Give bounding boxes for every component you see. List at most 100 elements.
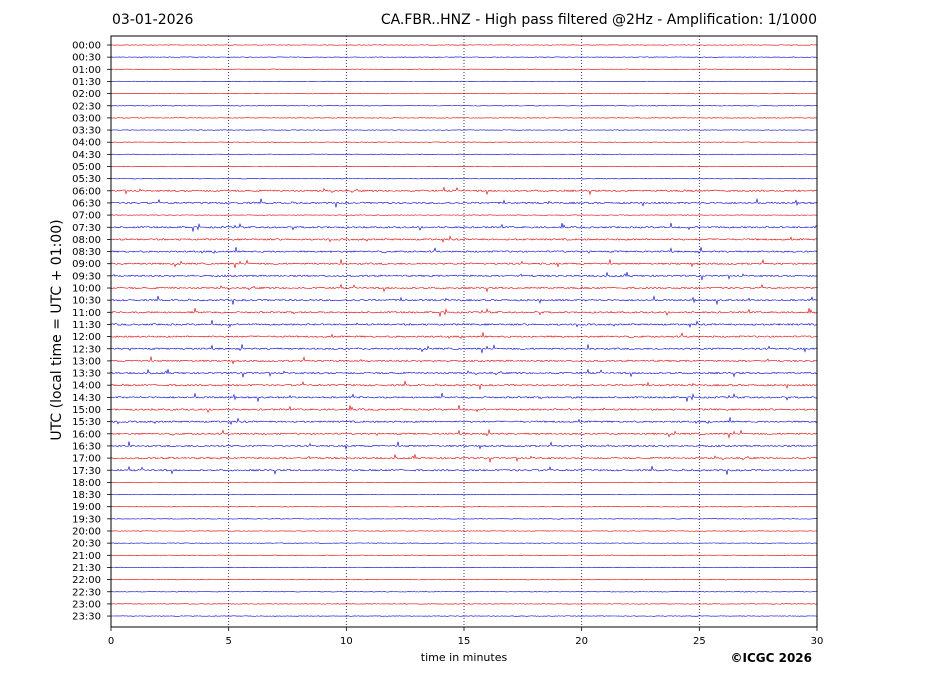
trace-line [110, 105, 818, 107]
y-tick-label: 11:30 [72, 320, 101, 331]
y-tick-label: 17:30 [72, 466, 101, 477]
trace-line [110, 392, 818, 403]
trace-line [110, 141, 818, 143]
trace-line [110, 429, 818, 439]
trace-line [110, 56, 818, 58]
y-tick-label: 15:00 [72, 405, 101, 416]
y-tick-label: 10:00 [72, 284, 101, 295]
trace-line [110, 603, 818, 605]
trace-line [110, 332, 818, 339]
y-tick-label: 12:30 [72, 344, 101, 355]
trace-line [110, 117, 818, 119]
y-tick-label: 03:00 [72, 113, 101, 124]
trace-line [110, 554, 818, 556]
trace-line [110, 283, 818, 293]
y-tick-label: 01:30 [72, 77, 101, 88]
trace-line [110, 295, 818, 306]
trace-line [110, 591, 818, 593]
y-tick-label: 14:00 [72, 381, 101, 392]
trace-line [110, 68, 818, 70]
y-tick-label: 21:30 [72, 563, 101, 574]
y-tick-label: 19:30 [72, 514, 101, 525]
y-tick-label: 06:30 [72, 198, 101, 209]
y-tick-label: 13:30 [72, 369, 101, 380]
y-tick-label: 10:30 [72, 296, 101, 307]
y-tick-label: 00:30 [72, 53, 101, 64]
y-tick-label: 02:00 [72, 89, 101, 100]
y-tick-label: 20:30 [72, 539, 101, 550]
trace-line [110, 530, 818, 532]
trace-line [110, 165, 818, 168]
y-tick-label: 20:00 [72, 527, 101, 538]
x-tick-label: 15 [458, 636, 471, 647]
y-tick-label: 04:00 [72, 138, 101, 149]
trace-line [110, 259, 818, 269]
trace-line [110, 465, 818, 475]
trace-line [110, 178, 818, 180]
y-tick-label: 16:30 [72, 441, 101, 452]
trace-line [110, 214, 818, 216]
y-tick-label: 08:00 [72, 235, 101, 246]
trace-line [110, 153, 818, 155]
x-tick-label: 0 [108, 636, 114, 647]
trace-line [110, 344, 818, 354]
y-tick-label: 09:00 [72, 259, 101, 270]
y-tick-label: 13:00 [72, 356, 101, 367]
trace-line [110, 481, 818, 484]
trace-line [110, 186, 818, 196]
y-tick-label: 23:30 [72, 612, 101, 623]
trace-line [110, 235, 818, 243]
trace-line [110, 405, 818, 414]
x-tick-label: 30 [811, 636, 824, 647]
y-tick-label: 09:30 [72, 271, 101, 282]
trace-line [110, 307, 818, 317]
trace-line [110, 368, 818, 378]
y-tick-label: 04:30 [72, 150, 101, 161]
y-tick-label: 17:00 [72, 454, 101, 465]
x-tick-label: 10 [340, 636, 353, 647]
trace-line [110, 129, 818, 131]
trace-line [110, 356, 818, 365]
trace-line [110, 615, 818, 617]
y-tick-label: 22:00 [72, 575, 101, 586]
y-tick-label: 03:30 [72, 126, 101, 137]
trace-line [110, 453, 818, 463]
trace-line [110, 271, 818, 281]
y-tick-label: 00:00 [72, 41, 101, 52]
y-tick-label: 16:00 [72, 429, 101, 440]
x-tick-label: 20 [575, 636, 588, 647]
trace-line [110, 247, 818, 254]
x-tick-label: 5 [225, 636, 231, 647]
trace-line [110, 542, 818, 544]
y-tick-label: 14:30 [72, 393, 101, 404]
y-tick-label: 21:00 [72, 551, 101, 562]
trace-line [110, 578, 818, 581]
trace-line [110, 92, 818, 95]
chart-title: CA.FBR..HNZ - High pass filtered @2Hz - … [380, 12, 817, 28]
copyright-label: ©ICGC 2026 [730, 651, 812, 665]
y-tick-label: 05:00 [72, 162, 101, 173]
y-tick-label: 07:00 [72, 211, 101, 222]
trace-line [110, 197, 818, 208]
x-tick-label: 25 [693, 636, 706, 647]
y-tick-label: 06:00 [72, 186, 101, 197]
plot-frame [110, 35, 818, 628]
date-label: 03-01-2026 [112, 12, 194, 28]
y-tick-label: 12:00 [72, 332, 101, 343]
trace-line [110, 320, 818, 328]
trace-line [110, 417, 818, 426]
trace-line [110, 44, 818, 46]
y-tick-label: 23:00 [72, 599, 101, 610]
y-tick-label: 19:00 [72, 502, 101, 513]
y-tick-label: 18:30 [72, 490, 101, 501]
trace-line [110, 80, 818, 83]
y-tick-label: 18:00 [72, 478, 101, 489]
trace-line [110, 380, 818, 390]
trace-line [110, 506, 818, 508]
y-tick-label: 15:30 [72, 417, 101, 428]
y-tick-label: 08:30 [72, 247, 101, 258]
y-tick-label: 11:00 [72, 308, 101, 319]
x-axis-label: time in minutes [420, 651, 508, 664]
trace-line [110, 493, 818, 496]
